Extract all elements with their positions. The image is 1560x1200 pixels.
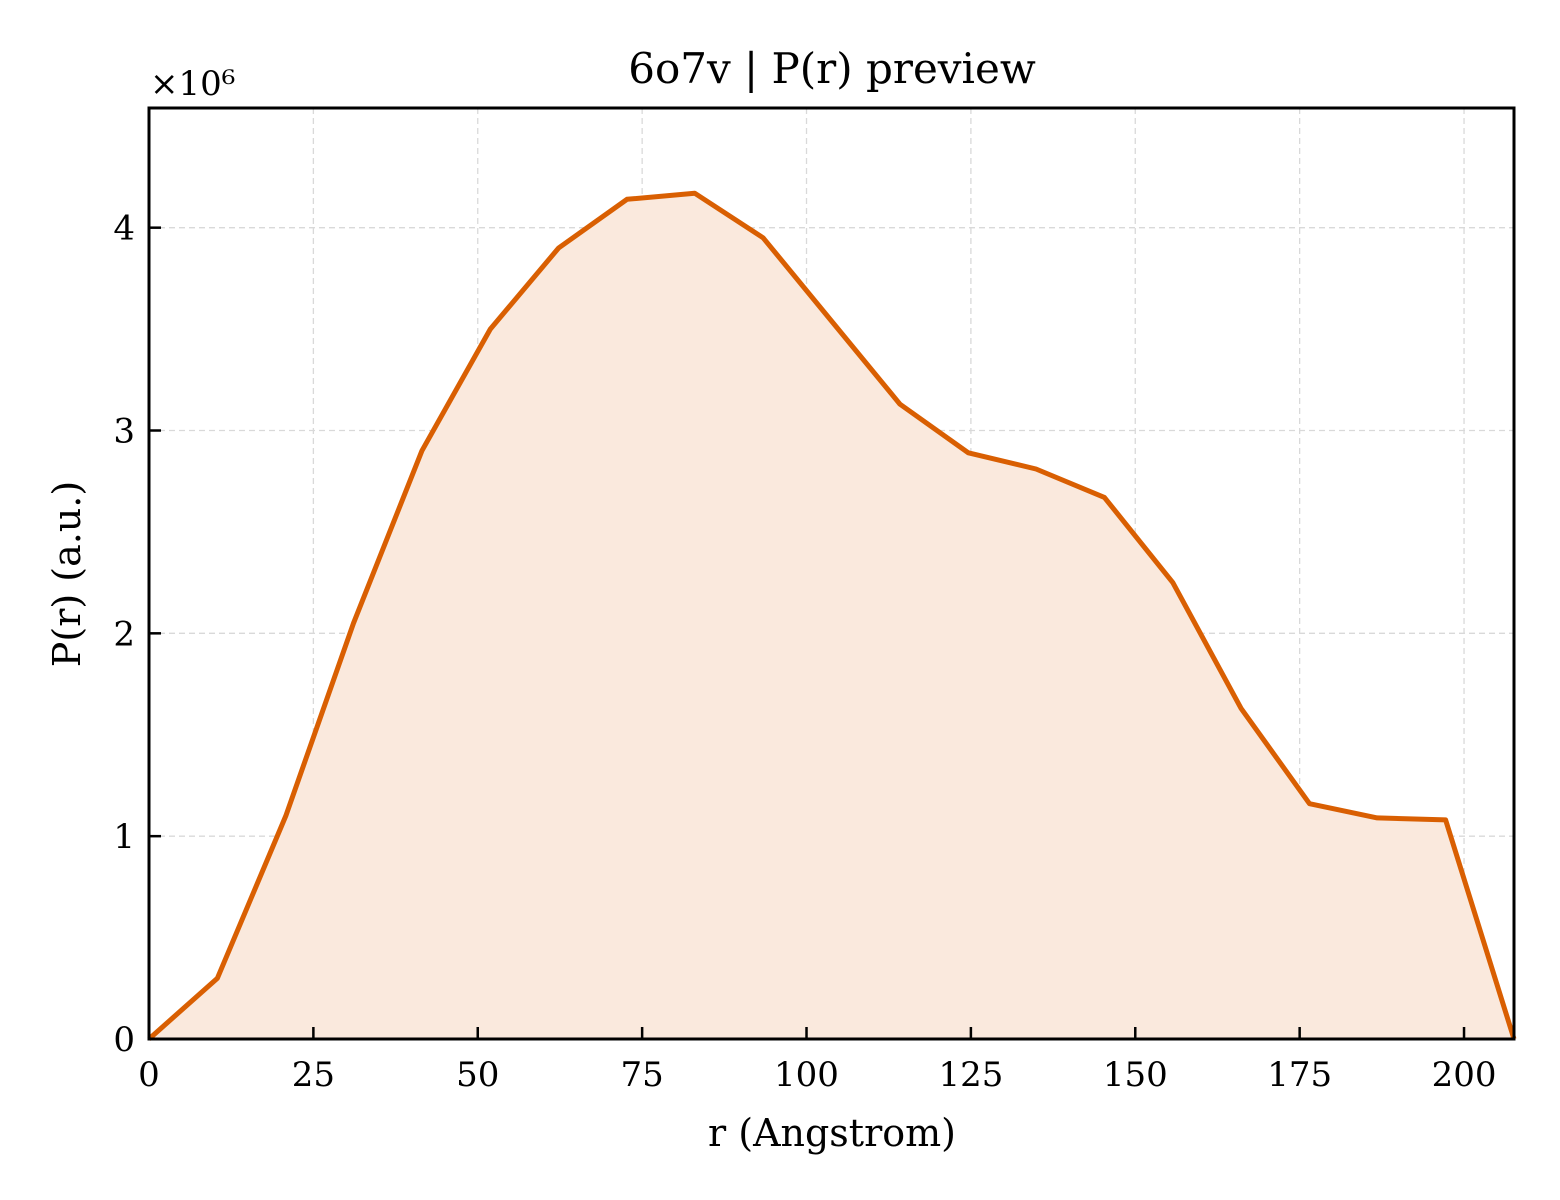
x-tick-label: 125	[938, 1055, 1003, 1095]
x-tick-label: 0	[138, 1055, 160, 1095]
x-axis-ticks: 0 25 50 75 100 125 150 175 200	[138, 1027, 1496, 1095]
plot-frame	[147, 106, 1516, 1041]
y-tick-label: 0	[113, 1020, 135, 1060]
series-line	[147, 190, 1517, 1041]
y-axis-ticks: 0 1 2 3 4	[113, 209, 161, 1060]
x-tick-label: 175	[1267, 1055, 1332, 1095]
y-multiplier-label: ×10⁶	[150, 64, 235, 104]
x-axis-label: r (Angstrom)	[708, 1111, 956, 1155]
x-tick-label: 150	[1103, 1055, 1168, 1095]
y-axis-label: P(r) (a.u.)	[45, 481, 89, 667]
x-tick-label: 25	[292, 1055, 335, 1095]
y-tick-label: 2	[113, 614, 135, 654]
x-tick-label: 50	[456, 1055, 499, 1095]
y-tick-label: 4	[113, 209, 135, 249]
x-tick-label: 100	[774, 1055, 839, 1095]
chart-title: 6o7v | P(r) preview	[628, 44, 1036, 93]
x-tick-label: 75	[621, 1055, 664, 1095]
y-tick-label: 1	[113, 817, 135, 857]
x-tick-label: 200	[1432, 1055, 1497, 1095]
area-fill	[149, 193, 1514, 1039]
y-tick-label: 3	[113, 412, 135, 452]
